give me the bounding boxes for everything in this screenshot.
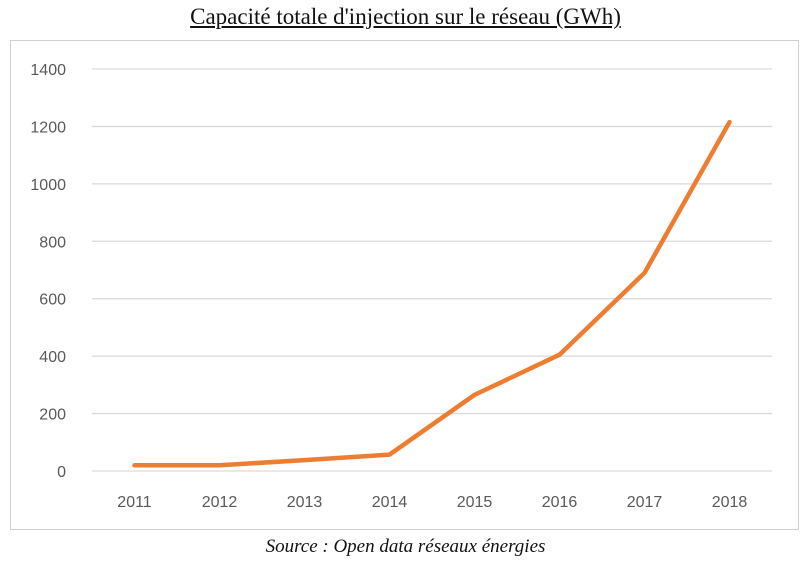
y-axis-ticks: 0 200 400 600 800 1000 1200 1400 <box>30 62 66 481</box>
x-tick-label: 2011 <box>117 494 152 511</box>
y-tick-label: 800 <box>39 234 66 251</box>
x-tick-label: 2018 <box>712 494 748 511</box>
y-tick-label: 1200 <box>30 119 66 136</box>
gridlines <box>92 68 772 472</box>
source-caption: Source : Open data réseaux énergies <box>265 536 546 557</box>
chart-frame <box>10 40 799 530</box>
x-tick-label: 2014 <box>372 494 408 511</box>
x-tick-label: 2017 <box>627 494 663 511</box>
x-tick-label: 2015 <box>457 494 493 511</box>
x-tick-label: 2016 <box>542 494 578 511</box>
y-tick-label: 1400 <box>30 62 66 79</box>
y-tick-label: 400 <box>39 349 66 366</box>
y-tick-label: 200 <box>39 407 66 424</box>
x-tick-label: 2012 <box>202 494 238 511</box>
x-axis-ticks: 2011 2012 2013 2014 2015 2016 2017 2018 <box>117 494 747 511</box>
series-lines <box>132 119 732 468</box>
y-tick-label: 0 <box>57 464 66 481</box>
chart-title: Capacité totale d'injection sur le résea… <box>190 4 621 29</box>
series-line-0 <box>132 119 732 468</box>
y-tick-label: 600 <box>39 292 66 309</box>
y-tick-label: 1000 <box>30 177 66 194</box>
x-tick-label: 2013 <box>287 494 323 511</box>
